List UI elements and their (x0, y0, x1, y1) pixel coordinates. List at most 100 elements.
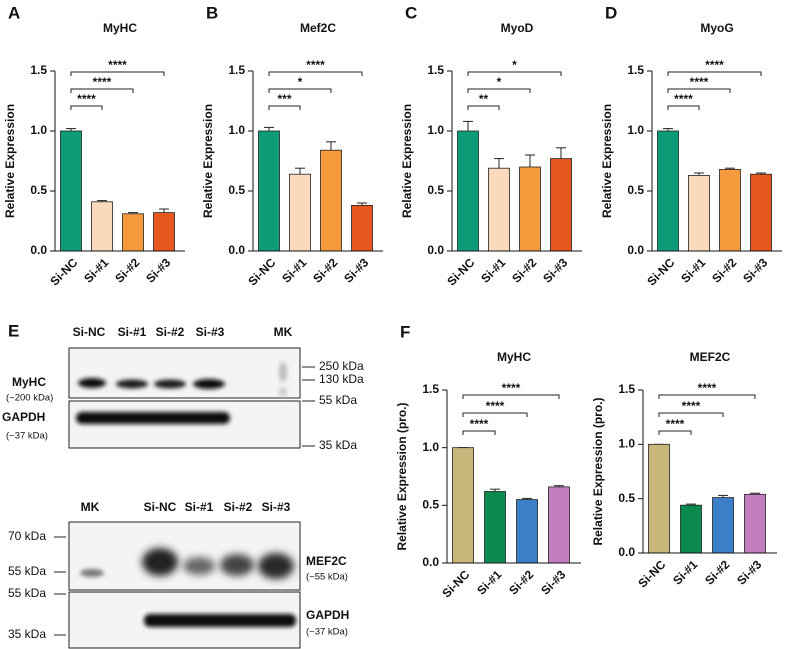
lane-label: Si-#2 (156, 325, 185, 339)
y-tick-label: 0.0 (618, 545, 635, 559)
marker-label: 35 kDa (8, 627, 46, 641)
x-tick-label: Si-NC (47, 255, 80, 288)
significance-label: * (497, 75, 502, 89)
bands (80, 548, 296, 627)
marker-label: 55 kDa (8, 586, 46, 600)
panel-letter: A (8, 3, 20, 22)
bar (548, 486, 570, 564)
x-tick-label: Si-#2 (509, 255, 539, 285)
y-tick-label: 0.0 (427, 243, 444, 257)
bar (719, 168, 741, 252)
x-tick-label: Si-NC (635, 557, 668, 590)
significance-bracket (70, 71, 165, 76)
y-tick-label: 1.0 (228, 123, 245, 137)
x-tick-label: Si-#3 (540, 255, 570, 285)
chart: A MyHC Relative Expression 0.0 0.5 1.0 1.5 Si-N… (3, 3, 185, 288)
bar (750, 173, 772, 252)
x-tick-label: Si-#2 (506, 567, 536, 597)
significance-label: **** (486, 399, 505, 413)
significance-bracket (70, 105, 103, 110)
chart-title: Mef2C (300, 21, 336, 35)
lane-label: Si-#1 (118, 325, 147, 339)
x-tick-label: Si-#1 (279, 255, 309, 285)
significance-label: * (298, 75, 303, 89)
significance-label: **** (705, 58, 724, 72)
marker-label: 55 kDa (319, 393, 357, 407)
y-tick-label: 0.0 (228, 243, 245, 257)
marker-label: 35 kDa (319, 438, 357, 452)
significance-bracket (667, 71, 762, 76)
significance-bracket (658, 412, 724, 417)
y-tick-label: 1.0 (618, 437, 635, 451)
marker-label: 130 kDa (319, 372, 364, 386)
x-tick-label: Si-#2 (310, 255, 340, 285)
bar (516, 499, 538, 564)
upper-blot: Si-NC Si-#1 Si-#2 Si-#3 MK MyHC (~200 kD… (2, 325, 364, 452)
significance-bracket (467, 71, 562, 76)
significance-label: **** (682, 399, 701, 413)
significance-bracket (667, 105, 700, 110)
y-tick-label: 0.5 (618, 491, 635, 505)
lane-label: MK (274, 325, 293, 339)
panel-letter: D (605, 3, 617, 22)
bar (680, 504, 702, 554)
chart-title: MyoG (700, 21, 733, 35)
significance-label: **** (77, 92, 96, 106)
bar (452, 447, 474, 564)
blot-membrane (68, 347, 301, 399)
x-tick-label: Si-NC (444, 255, 477, 288)
lane-label: Si-#3 (196, 325, 225, 339)
chart-title: MEF2C (690, 350, 731, 364)
x-tick-label: Si-#1 (81, 255, 111, 285)
marker-label: 250 kDa (319, 359, 364, 373)
bar (657, 130, 679, 252)
y-tick-label: 0.5 (422, 498, 439, 512)
chart: MEF2C Relative Expression (pro.) 0.0 0.5 1.0… (591, 350, 777, 590)
target-size: (~37 kDa) (6, 431, 48, 442)
x-tick-label: Si-NC (644, 255, 677, 288)
significance-bracket (658, 430, 692, 435)
y-tick-label: 1.5 (422, 382, 439, 396)
target-size: (~37 kDa) (306, 627, 348, 638)
y-axis-label: Relative Expression (pro.) (591, 397, 605, 545)
significance-label: **** (698, 381, 717, 395)
panel-letter: E (8, 321, 19, 340)
significance-bracket (268, 71, 363, 76)
significance-label: **** (108, 58, 127, 72)
target-size: (~55 kDa) (306, 572, 348, 583)
lane-label: Si-#2 (224, 500, 253, 514)
lane-label: Si-NC (144, 500, 177, 514)
significance-bracket (658, 394, 756, 399)
significance-bracket (462, 430, 496, 435)
panel-letter: B (206, 3, 218, 22)
y-tick-label: 0.0 (422, 555, 439, 569)
bar (457, 130, 479, 252)
bar (122, 213, 144, 252)
bar (258, 130, 280, 252)
x-tick-label: Si-#1 (678, 255, 708, 285)
marker-label: 70 kDa (8, 529, 46, 543)
significance-bracket (462, 412, 528, 417)
x-tick-label: Si-#2 (709, 255, 739, 285)
significance-bracket (70, 88, 134, 93)
significance-label: **** (93, 75, 112, 89)
y-tick-label: 1.5 (30, 63, 47, 77)
x-tick-label: Si-#1 (474, 567, 504, 597)
lane-label: Si-#1 (185, 500, 214, 514)
bar (60, 130, 82, 252)
significance-label: **** (690, 75, 709, 89)
bar (351, 204, 373, 252)
target-label: GAPDH (2, 410, 45, 424)
significance-bracket (268, 88, 332, 93)
bar (648, 443, 670, 554)
y-tick-label: 1.5 (627, 63, 644, 77)
y-axis-label: Relative Expression (3, 104, 17, 218)
y-tick-label: 1.0 (627, 123, 644, 137)
x-tick-label: Si-NC (245, 255, 278, 288)
lane-label: Si-NC (73, 325, 106, 339)
bar (550, 158, 572, 252)
bar (91, 201, 113, 252)
x-tick-label: Si-#2 (702, 557, 732, 587)
y-tick-label: 1.0 (422, 440, 439, 454)
